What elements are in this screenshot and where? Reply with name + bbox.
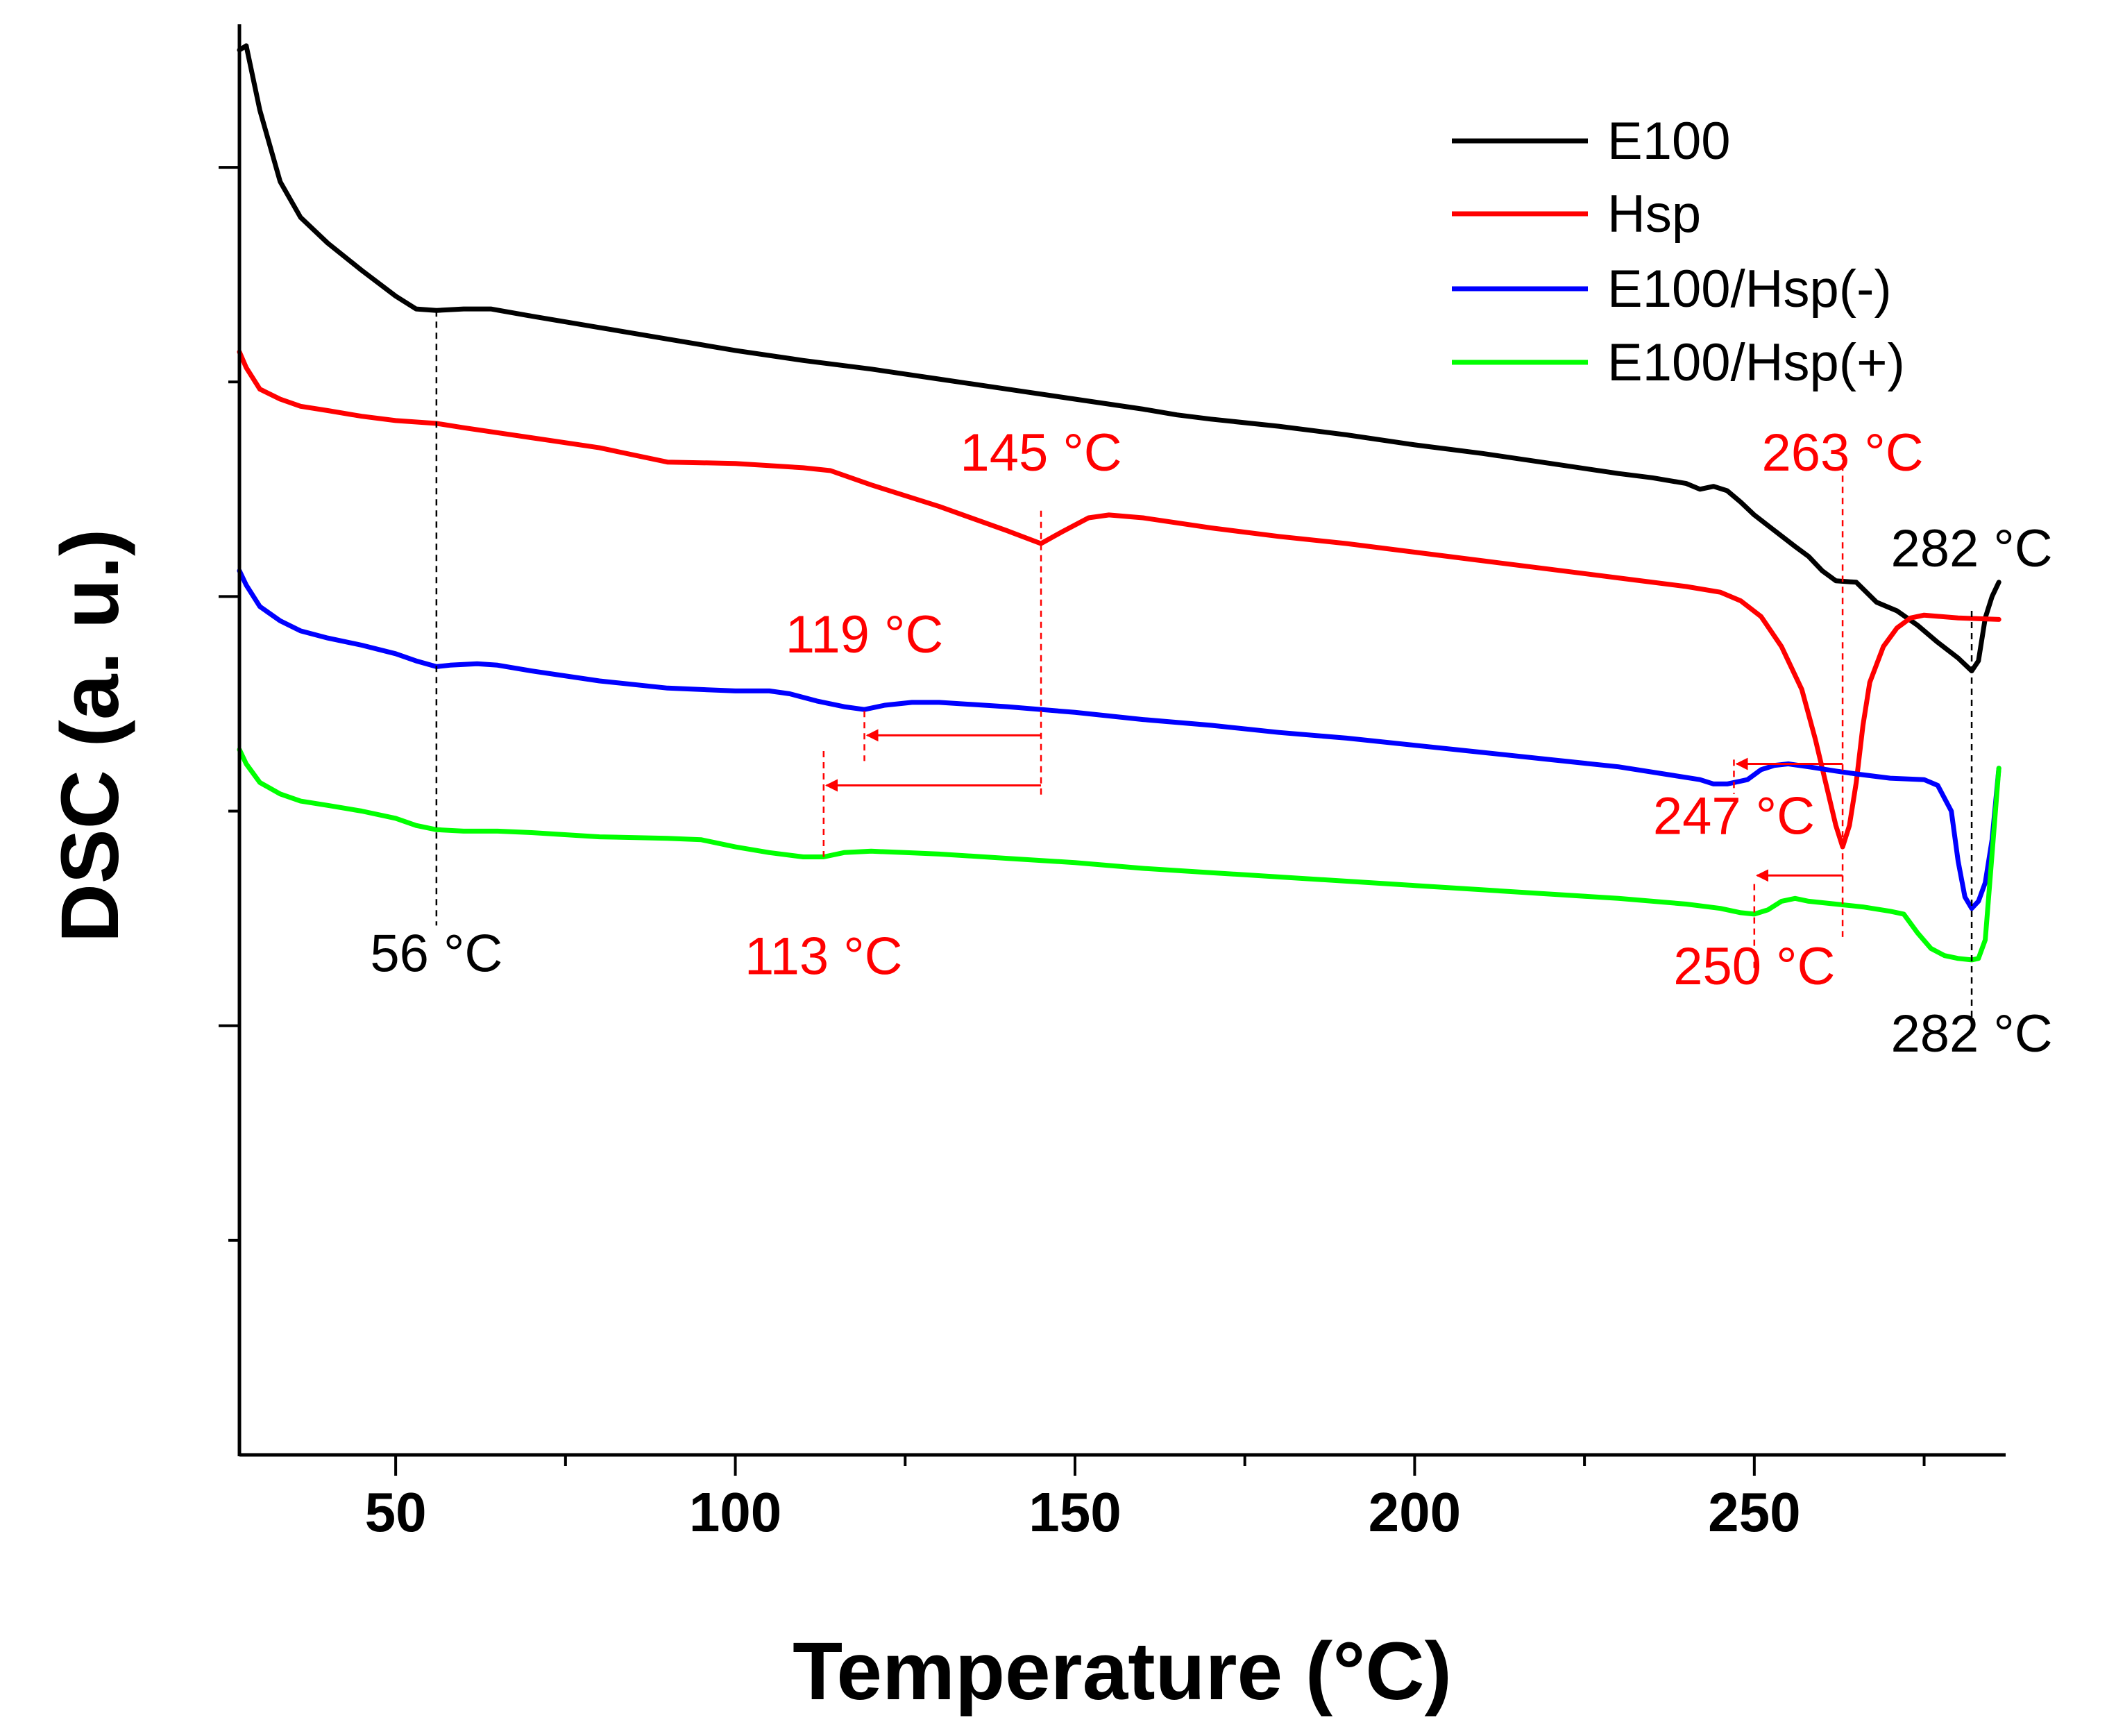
x-ticks: 50 100 150 200 250: [365, 1455, 1926, 1543]
plot-area: [237, 43, 2001, 1030]
legend-item: E100/Hsp(-): [1452, 260, 1892, 319]
annotation-label: 145 °C: [960, 423, 1122, 482]
annotation-label: 250 °C: [1673, 937, 1835, 996]
y-ticks: [219, 166, 239, 1242]
legend-item: E100: [1452, 112, 1731, 171]
x-tick-label: 150: [1029, 1481, 1121, 1543]
legend-label: E100/Hsp(-): [1607, 260, 1892, 319]
series-line-hsp: [237, 349, 2001, 850]
annotations: 56 °C 145 °C 119 °C 113 °C 263 °C 247 °C 250 °…: [370, 423, 2052, 1063]
series-layer: [237, 43, 2001, 963]
legend-label: Hsp: [1607, 185, 1701, 244]
axes: 50 100 150 200 250: [219, 24, 2006, 1543]
legend-item: Hsp: [1452, 185, 1701, 244]
annotation-label: 282 °C: [1890, 1004, 2052, 1063]
series-line-e100: [237, 43, 2001, 674]
y-axis-title: DSC (a. u.): [44, 529, 136, 943]
reference-lines: [435, 310, 1973, 1030]
annotation-label: 119 °C: [786, 605, 944, 664]
annotation-label: 282 °C: [1890, 519, 2052, 578]
annotation-label: 263 °C: [1761, 423, 1923, 482]
series-line-e100-hsp: [237, 568, 2001, 911]
legend-label: E100: [1607, 112, 1731, 171]
legend-item: E100/Hsp(+): [1452, 333, 1905, 392]
legend-label: E100/Hsp(+): [1607, 333, 1905, 392]
legend: E100 Hsp E100/Hsp(-) E100/Hsp(+): [1452, 112, 1905, 392]
shift-arrows: [825, 729, 1843, 882]
x-tick-label: 250: [1708, 1481, 1800, 1543]
annotation-label: 56 °C: [370, 924, 502, 983]
x-tick-label: 200: [1369, 1481, 1461, 1543]
x-tick-label: 100: [689, 1481, 781, 1543]
annotation-label: 247 °C: [1653, 787, 1815, 846]
annotation-label: 113 °C: [745, 927, 903, 986]
x-axis-title: Temperature (°C): [793, 1626, 1452, 1717]
x-tick-label: 50: [365, 1481, 427, 1543]
series-line-e100-hsp: [237, 747, 2001, 963]
